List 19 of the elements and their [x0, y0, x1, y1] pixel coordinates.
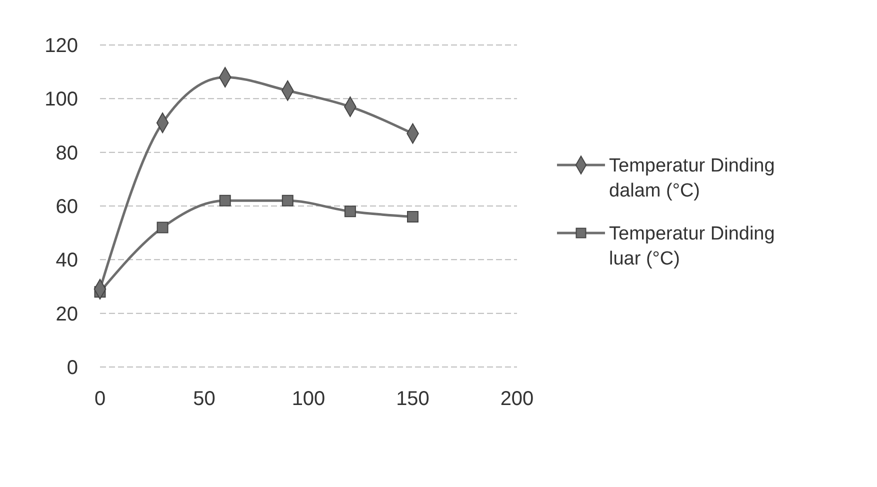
- y-tick-label: 80: [56, 142, 78, 164]
- x-tick-label: 100: [292, 388, 326, 410]
- legend-label: Temperatur Dinding luar (°C): [609, 224, 775, 270]
- x-tick-label: 200: [500, 388, 534, 410]
- point: [156, 222, 168, 234]
- y-tick-label: 40: [56, 250, 78, 272]
- y-tick-label: 0: [66, 357, 78, 379]
- point: [407, 210, 418, 222]
- x-tick-label: 150: [396, 388, 430, 410]
- y-tick-label: 60: [56, 196, 78, 218]
- y-tick-label: 120: [44, 35, 78, 57]
- point: [219, 194, 231, 206]
- x-tick-label: 0: [94, 388, 106, 410]
- point: [282, 194, 294, 206]
- point: [344, 206, 356, 218]
- y-tick-label: 20: [56, 303, 78, 326]
- legend-label: Temperatur Dinding dalam (°C): [609, 156, 775, 202]
- x-tick-label: 50: [193, 388, 216, 410]
- y-tick-label: 100: [44, 88, 78, 111]
